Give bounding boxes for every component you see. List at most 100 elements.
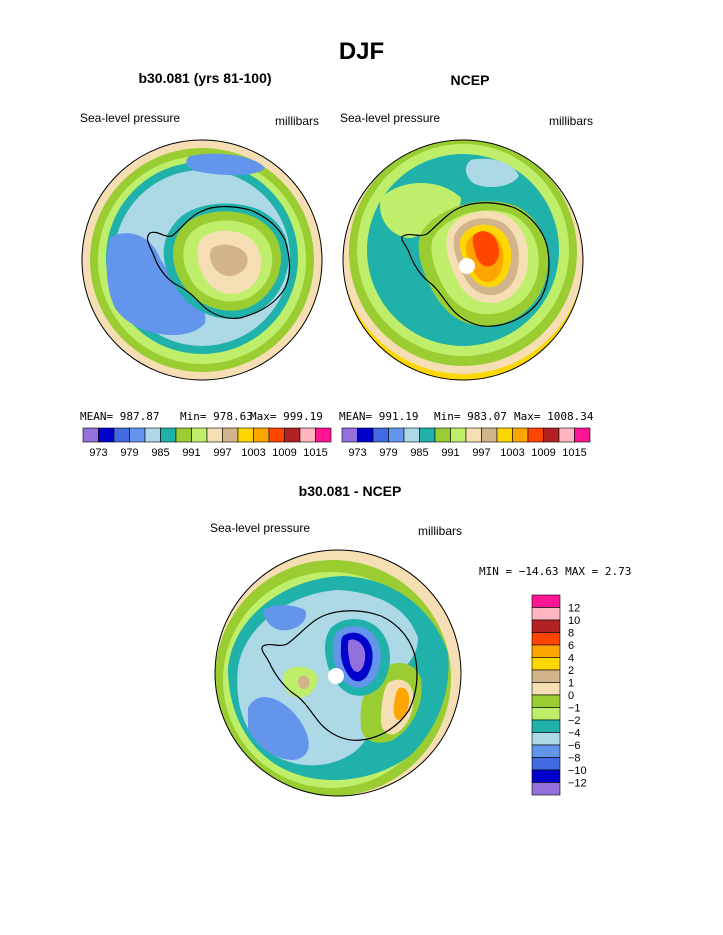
model-max-value: Max= 999.19 bbox=[250, 410, 323, 423]
model-colorbar-box bbox=[268, 427, 285, 443]
ncep-low-north bbox=[465, 158, 519, 188]
model-low-west bbox=[106, 233, 206, 335]
ncep-map-border bbox=[342, 139, 584, 381]
ncep-colorbar-box bbox=[372, 427, 389, 443]
ncep-colorbar-tick-label: 1015 bbox=[562, 447, 586, 459]
model-colorbar-box bbox=[191, 427, 208, 443]
ncep-colorbar-box bbox=[419, 427, 436, 443]
ncep-min-value: Min= 983.07 bbox=[434, 410, 507, 423]
ncep-colorbar-box bbox=[496, 427, 513, 443]
diff-colorbar-box bbox=[531, 619, 561, 633]
model-variable-label: Sea-level pressure bbox=[80, 111, 181, 125]
diff-colorbar-box bbox=[531, 744, 561, 758]
ncep-colorbar-box bbox=[481, 427, 498, 443]
ncep-high-core bbox=[472, 231, 499, 267]
model-colorbar-box bbox=[237, 427, 254, 443]
diff-units-label: millibars bbox=[418, 524, 463, 538]
diff-colorbar-box bbox=[531, 607, 561, 621]
ncep-colorbar-tick-label: 985 bbox=[410, 447, 428, 459]
diff-colorbar-tick-label: 4 bbox=[568, 653, 574, 665]
ncep-colorbar-box bbox=[450, 427, 467, 443]
diff-low-west bbox=[263, 605, 307, 631]
ncep-colorbar-tick-label: 1003 bbox=[500, 447, 524, 459]
model-colorbar-box bbox=[222, 427, 239, 443]
diff-colorbar-tick-label: −12 bbox=[568, 778, 587, 790]
model-colorbar-box bbox=[160, 427, 177, 443]
ncep-colorbar-tick-label: 979 bbox=[379, 447, 397, 459]
ncep-colorbar-tick-label: 973 bbox=[348, 447, 366, 459]
ncep-colorbar-box bbox=[403, 427, 420, 443]
ncep-mean-value: MEAN= 991.19 bbox=[339, 410, 419, 423]
ncep-colorbar-tick-label: 991 bbox=[441, 447, 459, 459]
model-min-value: Min= 978.63 bbox=[180, 410, 253, 423]
diff-colorbar-tick-label: −6 bbox=[568, 740, 581, 752]
diff-colorbar-tick-label: 1 bbox=[568, 678, 574, 690]
diff-coastline bbox=[261, 610, 418, 741]
model-colorbar-box bbox=[113, 427, 130, 443]
diff-colorbar-tick-label: −10 bbox=[568, 765, 587, 777]
diff-colorbar-box bbox=[531, 757, 561, 771]
model-coastline bbox=[146, 205, 291, 319]
model-colorbar-tick-label: 1009 bbox=[272, 447, 296, 459]
diff-panel-title: b30.081 - NCEP bbox=[298, 483, 402, 499]
diff-colorbar-tick-label: 12 bbox=[568, 603, 580, 615]
model-colorbar-box bbox=[299, 427, 316, 443]
model-colorbar-tick-label: 979 bbox=[120, 447, 138, 459]
diff-colorbar-box bbox=[531, 644, 561, 658]
ncep-polar-map bbox=[342, 139, 584, 381]
diff-colorbar-box bbox=[531, 657, 561, 671]
ncep-colorbar-box bbox=[341, 427, 358, 443]
ncep-colorbar-box bbox=[512, 427, 529, 443]
model-colorbar-box bbox=[175, 427, 192, 443]
ncep-colorbar-box bbox=[574, 427, 591, 443]
ncep-pole-mask bbox=[459, 258, 475, 274]
ncep-units-label: millibars bbox=[549, 114, 594, 128]
diff-variable-label: Sea-level pressure bbox=[210, 521, 311, 535]
ncep-max-value: Max= 1008.34 bbox=[514, 410, 594, 423]
model-colorbar-box bbox=[144, 427, 161, 443]
ncep-colorbar-box bbox=[388, 427, 405, 443]
model-colorbar-tick-label: 985 bbox=[151, 447, 169, 459]
diff-colorbar-tick-label: 0 bbox=[568, 690, 574, 702]
model-colorbar-box bbox=[253, 427, 270, 443]
model-polar-map bbox=[81, 139, 323, 381]
model-panel-title: b30.081 (yrs 81-100) bbox=[138, 70, 272, 86]
ncep-colorbar-box bbox=[558, 427, 575, 443]
diff-map-border bbox=[214, 549, 462, 797]
ncep-panel-title: NCEP bbox=[450, 72, 490, 88]
ncep-colorbar-tick-label: 1009 bbox=[531, 447, 555, 459]
diff-colorbar-box bbox=[531, 694, 561, 708]
diff-colorbar-tick-label: −1 bbox=[568, 703, 581, 715]
diff-colorbar-tick-label: 8 bbox=[568, 628, 574, 640]
model-colorbar-box bbox=[284, 427, 301, 443]
diff-colorbar-box bbox=[531, 782, 561, 796]
ncep-colorbar-box bbox=[357, 427, 374, 443]
ncep-colorbar-tick-label: 997 bbox=[472, 447, 490, 459]
model-colorbar-box bbox=[206, 427, 223, 443]
ncep-coastline bbox=[401, 202, 550, 327]
diff-low-core bbox=[347, 639, 366, 672]
model-mean-value: MEAN= 987.87 bbox=[80, 410, 160, 423]
ncep-colorbar-box bbox=[465, 427, 482, 443]
model-colorbar-box bbox=[82, 427, 99, 443]
diff-colorbar-box bbox=[531, 719, 561, 733]
diff-colorbar-box bbox=[531, 769, 561, 783]
model-colorbar-tick-label: 1003 bbox=[241, 447, 265, 459]
main-title: DJF bbox=[338, 38, 385, 65]
model-high-core bbox=[209, 244, 248, 277]
diff-colorbar-tick-label: −8 bbox=[568, 753, 581, 765]
model-map-border bbox=[81, 139, 323, 381]
diff-colorbar-box bbox=[531, 732, 561, 746]
diff-colorbar-tick-label: −2 bbox=[568, 715, 581, 727]
model-colorbar: 973 979 985 991 997 1003 1009 1015 bbox=[82, 427, 332, 459]
diff-colorbar-tick-label: 6 bbox=[568, 640, 574, 652]
diff-colorbar-tick-label: 2 bbox=[568, 665, 574, 677]
diff-colorbar-box bbox=[531, 682, 561, 696]
ncep-colorbar-box bbox=[527, 427, 544, 443]
diff-colorbar-box bbox=[531, 632, 561, 646]
diff-positive-east-core bbox=[393, 687, 410, 720]
ncep-colorbar-box bbox=[543, 427, 560, 443]
model-units-label: millibars bbox=[275, 114, 320, 128]
model-colorbar-tick-label: 1015 bbox=[303, 447, 327, 459]
